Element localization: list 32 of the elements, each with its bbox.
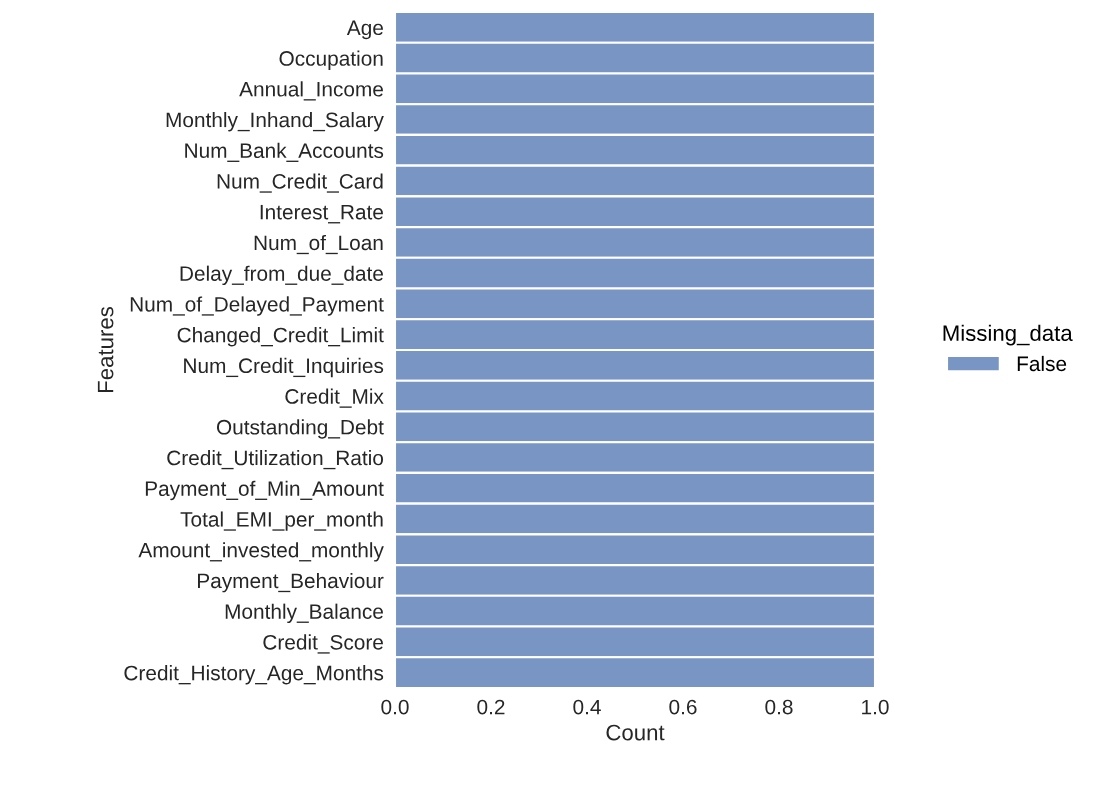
y-tick-label: Amount_invested_monthly	[138, 542, 384, 562]
x-tick-label: 0.4	[573, 699, 601, 715]
y-tick-label: Payment_of_Min_Amount	[145, 480, 384, 501]
y-tick-label: Interest_Rate	[260, 204, 383, 224]
y-tick-label: Total_EMI_per_month	[180, 511, 383, 531]
y-tick-label: Num_Credit_Inquiries	[184, 357, 384, 378]
y-tick-label: Credit_Utilization_Ratio	[167, 450, 384, 470]
y-tick-label: Credit_Score	[263, 634, 383, 654]
y-tick-label: Changed_Credit_Limit	[177, 327, 384, 347]
y-axis-title: Features	[97, 306, 114, 393]
y-tick-label: Delay_from_due_date	[180, 265, 383, 286]
x-tick-label: 0.6	[669, 699, 697, 715]
legend-title: Missing_data	[943, 324, 1073, 346]
y-tick-label: Monthly_Inhand_Salary	[166, 112, 384, 132]
y-tick-label: Monthly_Balance	[225, 603, 383, 624]
x-tick-label: 1.0	[862, 699, 889, 715]
y-tick-label: Payment_Behaviour	[198, 572, 384, 593]
y-tick-label: Num_of_Delayed_Payment	[130, 296, 384, 316]
y-tick-label: Age	[346, 20, 383, 40]
y-tick-label: Outstanding_Debt	[216, 419, 384, 439]
x-tick-label: 0.0	[381, 699, 409, 715]
x-axis-title: Count	[606, 724, 665, 741]
y-tick-label: Credit_History_Age_Months	[124, 665, 384, 685]
y-tick-label: Num_of_Loan	[254, 234, 383, 255]
y-tick-label: Num_Credit_Card	[217, 173, 383, 193]
y-tick-label: Num_Bank_Accounts	[185, 142, 384, 162]
y-tick-label: Occupation	[279, 50, 383, 70]
y-tick-label: Credit_Mix	[285, 388, 384, 408]
x-tick-label: 0.8	[765, 699, 793, 715]
legend-label: False	[1017, 355, 1067, 372]
y-tick-label: Annual_Income	[239, 81, 383, 101]
x-tick-label: 0.2	[477, 699, 505, 715]
